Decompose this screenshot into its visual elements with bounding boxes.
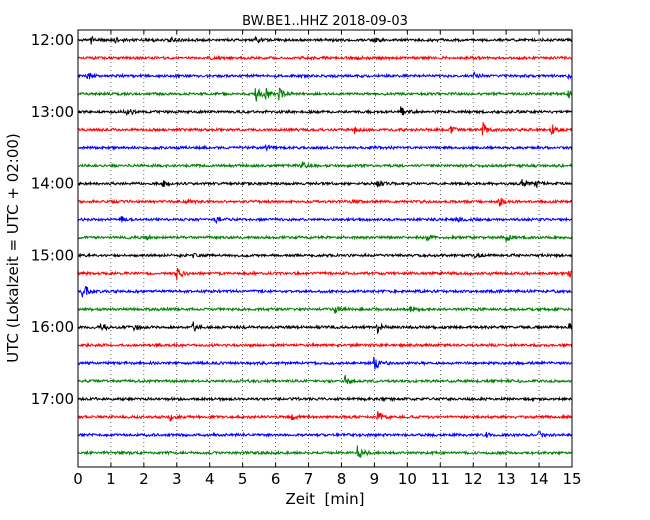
trace-line <box>77 431 573 439</box>
trace-group <box>77 35 573 458</box>
trace-line <box>77 106 573 117</box>
x-tick-label: 15 <box>562 470 581 488</box>
x-tick-label: 10 <box>398 470 417 488</box>
x-tick-label: 13 <box>497 470 516 488</box>
trace-line <box>77 71 573 81</box>
trace-line <box>77 87 573 102</box>
x-tick-label: 1 <box>106 470 116 488</box>
y-axis-label: UTC (Lokalzeit = UTC + 02:00) <box>4 133 22 363</box>
x-axis: 0 1 2 3 4 5 6 7 8 9 10 11 12 13 14 15 <box>73 30 582 488</box>
trace-line <box>77 395 573 403</box>
trace-line <box>77 216 573 225</box>
trace-line <box>77 341 573 349</box>
y-axis: 12:00 13:00 14:00 15:00 16:00 17:00 <box>31 31 572 408</box>
chart-title: BW.BE1..HHZ 2018-09-03 <box>242 14 408 29</box>
y-tick-label: 13:00 <box>31 103 74 121</box>
plot-frame <box>77 29 573 468</box>
trace-line <box>77 122 573 136</box>
trace-line <box>77 252 573 259</box>
y-tick-label: 12:00 <box>31 31 74 49</box>
y-tick-label: 16:00 <box>31 318 74 336</box>
trace-line <box>77 35 573 45</box>
trace-line <box>77 285 573 298</box>
x-tick-label: 7 <box>304 470 314 488</box>
trace-line <box>77 411 573 422</box>
y-tick-label: 15:00 <box>31 246 74 264</box>
x-tick-label: 9 <box>370 470 380 488</box>
x-tick-label: 3 <box>172 470 182 488</box>
y-tick-label: 14:00 <box>31 175 74 193</box>
y-tick-label: 17:00 <box>31 390 74 408</box>
x-tick-label: 12 <box>464 470 483 488</box>
trace-line <box>77 375 573 385</box>
trace-line <box>77 321 573 335</box>
trace-line <box>77 305 573 314</box>
trace-line <box>77 356 573 370</box>
x-tick-label: 8 <box>337 470 347 488</box>
x-tick-label: 14 <box>530 470 549 488</box>
x-tick-label: 5 <box>238 470 248 488</box>
trace-line <box>77 143 573 152</box>
trace-line <box>77 179 573 190</box>
trace-line <box>77 161 573 169</box>
x-tick-label: 11 <box>431 470 450 488</box>
trace-line <box>77 267 573 281</box>
x-tick-label: 2 <box>139 470 149 488</box>
x-axis-label: Zeit [min] <box>285 490 364 508</box>
x-tick-label: 0 <box>73 470 83 488</box>
trace-line <box>77 233 573 242</box>
trace-line <box>77 445 573 458</box>
x-tick-label: 6 <box>271 470 281 488</box>
trace-line <box>77 197 573 207</box>
trace-line <box>77 54 573 62</box>
x-grid <box>110 30 540 467</box>
x-tick-label: 4 <box>205 470 215 488</box>
